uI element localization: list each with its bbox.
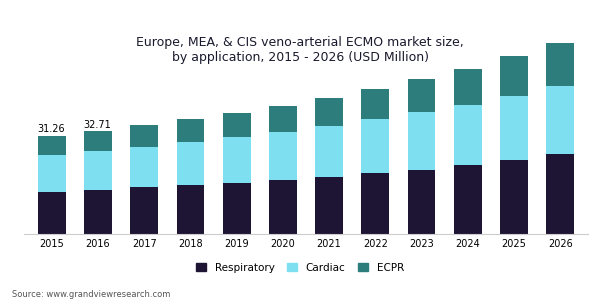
Bar: [315, 98, 343, 126]
Bar: [269, 180, 297, 234]
Bar: [269, 106, 297, 132]
Bar: [38, 155, 65, 191]
Bar: [361, 173, 389, 234]
Bar: [223, 137, 251, 183]
Bar: [500, 96, 528, 160]
Bar: [547, 154, 574, 234]
Bar: [500, 160, 528, 234]
Bar: [315, 177, 343, 234]
Bar: [38, 136, 65, 155]
Bar: [408, 79, 436, 112]
Bar: [84, 190, 112, 234]
Bar: [84, 131, 112, 151]
Bar: [408, 169, 436, 234]
Bar: [223, 113, 251, 137]
Bar: [38, 191, 65, 234]
Bar: [454, 69, 482, 105]
Bar: [223, 183, 251, 234]
Bar: [130, 147, 158, 188]
Text: Europe, MEA, & CIS veno-arterial ECMO market size,
by application, 2015 - 2026 (: Europe, MEA, & CIS veno-arterial ECMO ma…: [136, 36, 464, 64]
Bar: [547, 43, 574, 86]
Bar: [361, 119, 389, 173]
Text: Source: www.grandviewresearch.com: Source: www.grandviewresearch.com: [12, 290, 170, 299]
Bar: [176, 142, 204, 185]
Bar: [84, 151, 112, 190]
Bar: [547, 86, 574, 154]
Bar: [361, 89, 389, 119]
Bar: [408, 112, 436, 170]
Bar: [454, 165, 482, 234]
Bar: [176, 185, 204, 234]
Text: 31.26: 31.26: [37, 124, 65, 134]
Bar: [176, 119, 204, 142]
Legend: Respiratory, Cardiac, ECPR: Respiratory, Cardiac, ECPR: [192, 259, 408, 277]
Bar: [269, 132, 297, 180]
Bar: [500, 56, 528, 96]
Bar: [315, 126, 343, 177]
Text: 32.71: 32.71: [83, 120, 111, 130]
Bar: [130, 125, 158, 147]
Bar: [454, 105, 482, 165]
Bar: [130, 188, 158, 234]
